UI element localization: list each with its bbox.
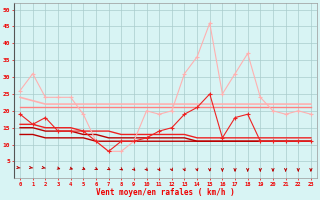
X-axis label: Vent moyen/en rafales ( km/h ): Vent moyen/en rafales ( km/h ) [96, 188, 235, 197]
